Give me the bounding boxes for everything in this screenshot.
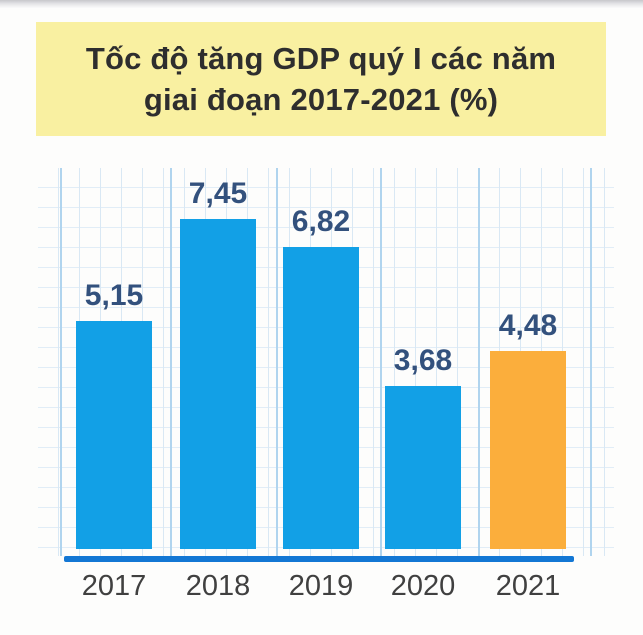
chart-title-line1: Tốc độ tăng GDP quý I các năm xyxy=(85,41,557,76)
x-tick-label-2019: 2019 xyxy=(288,570,354,602)
grid-major-vline xyxy=(60,168,62,556)
bar-2018 xyxy=(180,219,256,549)
bar-value-label-2018: 7,45 xyxy=(188,177,248,210)
x-tick-label-2018: 2018 xyxy=(185,570,251,602)
grid-major-vline xyxy=(276,168,278,556)
bar-value-label-2020: 3,68 xyxy=(393,344,453,377)
grid-major-vline xyxy=(478,168,480,556)
bar-2020 xyxy=(385,386,461,549)
grid-major-vline xyxy=(380,168,382,556)
window-edge-shadow xyxy=(0,0,643,8)
chart-title-box: Tốc độ tăng GDP quý I các năm giai đoạn … xyxy=(36,22,606,136)
grid-major-vline xyxy=(170,168,172,556)
x-axis-line xyxy=(64,556,574,562)
bar-chart: 5,15 7,45 6,82 3,68 4,48 xyxy=(38,168,614,556)
bar-2017 xyxy=(76,321,152,549)
bar-2019 xyxy=(283,247,359,549)
x-tick-label-2021: 2021 xyxy=(495,570,561,602)
bar-2021 xyxy=(490,351,566,549)
x-tick-label-2017: 2017 xyxy=(81,570,147,602)
grid-major-vline xyxy=(590,168,592,556)
bar-value-label-2021: 4,48 xyxy=(498,309,558,342)
bar-value-label-2017: 5,15 xyxy=(84,279,144,312)
x-tick-label-2020: 2020 xyxy=(390,570,456,602)
chart-title-line2: giai đoạn 2017-2021 (%) xyxy=(143,82,499,117)
bar-value-label-2019: 6,82 xyxy=(291,205,351,238)
